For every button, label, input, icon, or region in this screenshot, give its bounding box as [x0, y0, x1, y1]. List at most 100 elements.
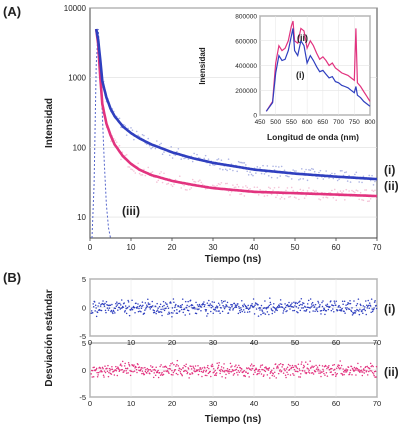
residual-ii-point	[180, 372, 182, 375]
inset-lines	[265, 20, 371, 112]
residual-i-point	[176, 308, 178, 311]
residual-i-point	[180, 306, 183, 308]
series-ii-scatter-point	[344, 199, 346, 201]
residual-i-point	[231, 305, 233, 308]
residual-i-point	[151, 305, 154, 307]
residual-i-point	[189, 299, 192, 301]
series-i-scatter-point	[331, 172, 333, 175]
residual-i-point	[349, 299, 351, 302]
residual-ii-point	[243, 370, 245, 372]
residual-ii-point	[237, 374, 239, 376]
residual-ii-point	[350, 365, 353, 368]
inset-x-ticks: 450 500 550 600 650 700 750 800	[255, 119, 376, 126]
residual-i-point	[326, 303, 329, 305]
residual-ii-point	[221, 376, 223, 378]
series-ii-scatter-point	[128, 166, 131, 168]
residual-ii-point	[193, 368, 196, 370]
residual-ii-point	[220, 366, 223, 368]
inset-series-i-line	[265, 28, 371, 112]
residual-i-point	[163, 304, 165, 307]
series-ii-scatter-point	[352, 190, 355, 193]
residual-ii-point	[320, 375, 322, 378]
series-i-scatter-point	[176, 150, 178, 153]
series-i-scatter-point	[213, 164, 216, 166]
series-i-scatter-point	[171, 157, 174, 159]
residual-ii-point	[284, 374, 287, 377]
residual-i-point	[292, 309, 294, 312]
main-x-tick-label: 50	[291, 243, 300, 252]
residual-x-axis-label: Tiempo (ns)	[205, 414, 261, 425]
residual-ii-point	[247, 372, 249, 374]
series-iii-line	[91, 28, 111, 239]
series-i-scatter-point	[187, 158, 190, 160]
residual-i-point	[349, 302, 352, 305]
residual-ii-point	[282, 372, 285, 374]
residual-i-point	[362, 312, 364, 314]
residual-i-point	[149, 303, 151, 305]
residual-i-point	[108, 307, 111, 309]
series-i-scatter-point	[125, 134, 128, 136]
residual-i-point	[335, 304, 337, 306]
residual-i-point	[247, 304, 249, 307]
residual-i-point	[327, 308, 330, 311]
series-i-scatter-point	[339, 170, 342, 172]
residual-ii-point	[329, 368, 331, 371]
main-plot-lines	[91, 28, 378, 239]
series-ii-scatter-point	[245, 185, 247, 187]
residual-ii-point	[252, 373, 255, 376]
series-ii-scatter-point	[204, 188, 207, 190]
series-ii-scatter-point	[237, 186, 240, 188]
residual-ii-point	[121, 368, 123, 371]
residual-i-point	[221, 310, 224, 313]
residual-i-point	[361, 310, 363, 313]
residual-i-point	[170, 302, 172, 304]
residual-i-point	[366, 304, 368, 306]
residual-ii-point	[104, 365, 106, 367]
residual-i-points	[90, 297, 378, 318]
inset-gridlines	[259, 15, 371, 116]
series-i-scatter-point	[308, 169, 310, 171]
main-x-tick-label: 60	[332, 243, 341, 252]
residual-ii-point	[369, 362, 372, 365]
residual-ii-point	[97, 371, 100, 374]
series-i-scatter-point	[368, 174, 371, 177]
residual-ii-point	[95, 367, 98, 370]
residual-i-point	[278, 304, 280, 307]
residual-i-point	[265, 308, 268, 310]
residual-ii-point	[272, 372, 275, 375]
residual-i-point	[344, 312, 346, 314]
residual-i-point	[286, 309, 288, 312]
series-ii-scatter-point	[217, 182, 220, 185]
residual-i-point	[259, 309, 261, 311]
residual-ii-point	[176, 363, 178, 366]
residual-i-point	[181, 308, 183, 311]
residual-i-point	[257, 303, 259, 306]
residual-ii-point	[280, 370, 283, 372]
residual-ii-point	[200, 370, 203, 373]
residual-ii-point	[322, 368, 324, 371]
residual-ii-point	[273, 367, 275, 370]
residual-i-point	[233, 302, 236, 305]
series-i-scatter-point	[239, 161, 241, 164]
residual-annotation-ii: (ii)	[384, 365, 399, 379]
residual-ii-point	[256, 372, 259, 375]
series-ii-scatter-point	[163, 172, 165, 175]
residual-i-point	[311, 305, 313, 307]
residual-i-y-ticks: -5 0 5	[79, 275, 86, 341]
residual-ii-point	[124, 367, 127, 370]
residual-ii-point	[327, 366, 330, 369]
residual-ii-point	[368, 367, 371, 370]
residual-i-point	[111, 303, 113, 306]
series-i-scatter-point	[275, 165, 277, 168]
residual-ii-point	[206, 366, 209, 369]
residual-ii-point	[248, 376, 250, 378]
residual-i-point	[273, 306, 276, 309]
residual-y-tick-label: -5	[79, 393, 86, 402]
residual-i-point	[370, 311, 372, 314]
residual-ii-point	[215, 374, 217, 377]
residual-ii-point	[259, 366, 262, 368]
residual-i-point	[322, 300, 324, 302]
residual-ii-point	[111, 368, 114, 371]
residual-i-point	[92, 303, 94, 305]
series-ii-scatter-point	[226, 182, 228, 185]
